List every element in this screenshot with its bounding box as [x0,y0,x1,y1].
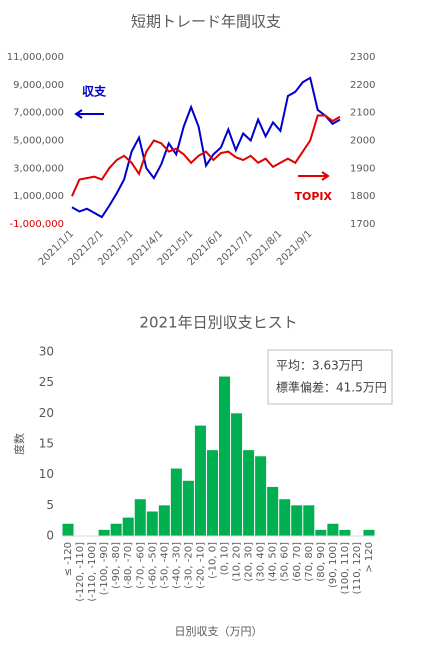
x-tick-label: (0, 10] [220,542,231,575]
x-tick-label: (-30, -20] [183,542,194,589]
y-tick-label: 20 [39,406,54,420]
bar [110,523,122,536]
y-tick-label: 0 [46,529,54,543]
x-tick-label: (70, 80] [304,542,315,582]
y2-tick-label: 2200 [350,80,375,91]
bar [291,505,303,536]
x-tick-label: (20, 30] [244,542,255,582]
legend-label: 収支 [82,84,107,99]
x-tick-label: (-70, -60] [135,542,146,589]
y2-tick-label: 2100 [350,108,375,119]
bar [339,529,351,536]
y-tick-label: 1,000,000 [13,191,64,202]
x-tick-label: (-40, -30] [171,542,182,589]
x-tick-label: (80, 90] [316,542,327,582]
bar [170,468,182,536]
x-tick-label: (-50, -40] [159,542,170,589]
bar [182,480,194,536]
chart-title: 短期トレード年間収支 [131,13,281,31]
x-axis-label: 日別収支（万円） [175,625,263,638]
y2-tick-label: 2300 [350,52,375,63]
x-tick-label: (100, 110] [340,542,351,594]
bar [303,505,315,536]
x-tick-label: (40, 50] [268,542,279,582]
x-tick-label: (-90, -80] [111,542,122,589]
series-line [71,114,341,197]
y-tick-label: 7,000,000 [13,108,64,119]
bar [62,523,74,536]
y-tick-label: 10 [39,467,54,481]
x-tick-label: ≤ -120 [63,542,74,576]
x-tick-label: (-80, -70] [123,542,134,589]
bar [122,517,134,536]
annotation-box [267,349,393,405]
y2-tick-label: 1700 [350,219,375,230]
x-tick-label: (-110, -100] [87,542,98,602]
annotation: 平均：3.63万円 [276,359,363,373]
y-tick-label: 5 [46,498,54,512]
x-tick-label: > 120 [364,542,375,573]
bar [134,499,146,536]
x-tick-label: (90, 100] [328,542,339,588]
legend-label: TOPIX [295,190,333,203]
bar [206,450,218,536]
y2-tick-label: 1800 [350,191,375,202]
y-tick-label: 25 [39,375,54,389]
bar [194,425,206,536]
x-tick-label: (-100, -90] [99,542,110,595]
y-tick-label: 15 [39,437,54,451]
bar [363,529,375,536]
y-tick-label: -1,000,000 [9,219,64,230]
bar [219,376,231,536]
bar [279,499,291,536]
x-tick-label: (30, 40] [256,542,267,582]
x-tick-label: (-60, -50] [147,542,158,589]
bar [255,456,267,536]
bar [158,505,170,536]
bar [267,486,279,536]
y-tick-label: 9,000,000 [13,80,64,91]
annotation: 標準偏差：41.5万円 [276,380,387,395]
x-tick-label: (50, 60] [280,542,291,582]
x-tick-label: (10, 20] [232,542,243,582]
bar [98,529,110,536]
legend-arrow [298,171,330,181]
bar [146,511,158,536]
x-tick-label: (-20, -10] [195,542,206,589]
legend-arrow [74,109,104,119]
x-tick-label: (-120, -110] [75,542,86,602]
chart-title: 2021年日別収支ヒスト [139,314,297,332]
y-tick-label: 3,000,000 [13,163,64,174]
bar [243,450,255,536]
bar [315,529,327,536]
y-tick-label: 5,000,000 [13,136,64,147]
x-tick-label: (-10, 0] [207,542,218,579]
y-tick-label: 11,000,000 [7,52,64,63]
x-tick-label: (60, 70] [292,542,303,582]
y2-tick-label: 2000 [350,136,375,147]
y2-tick-label: 1900 [350,163,375,174]
y-tick-label: 30 [39,345,54,359]
bar [327,523,339,536]
y-axis-label: 度数 [12,433,26,455]
bar [231,413,243,536]
series-line [71,76,341,219]
x-tick-label: (110, 120] [352,542,363,594]
